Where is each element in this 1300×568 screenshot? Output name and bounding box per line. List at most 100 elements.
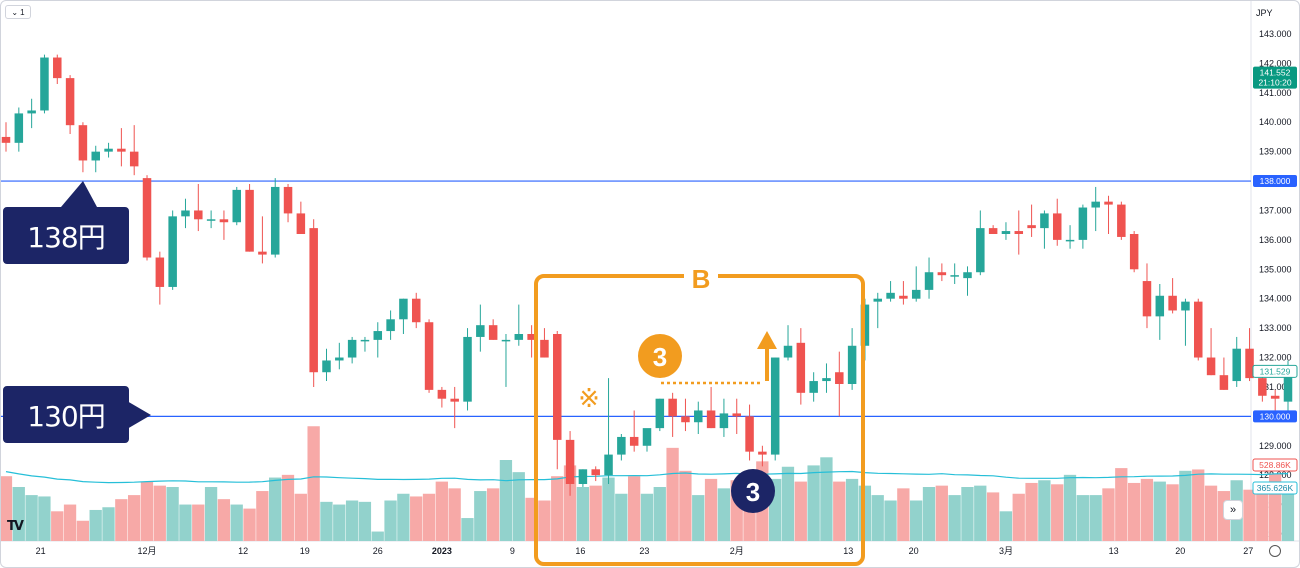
volume-bar bbox=[435, 481, 448, 541]
time-tick-label: 3月 bbox=[999, 546, 1013, 556]
candle-body bbox=[245, 189, 254, 252]
candle-body bbox=[309, 228, 318, 373]
volume-bar bbox=[153, 485, 166, 541]
candle-body bbox=[642, 428, 652, 446]
badge-upper-label: 3 bbox=[653, 342, 667, 372]
volume-bar bbox=[38, 496, 51, 541]
badge-upper-circle bbox=[638, 334, 682, 378]
candle-body bbox=[873, 298, 883, 302]
volume-bar bbox=[538, 500, 551, 541]
candle-body bbox=[424, 322, 434, 390]
candle-body bbox=[219, 219, 229, 223]
candle-body bbox=[976, 228, 985, 273]
price-tick-label: 139.000 bbox=[1259, 147, 1292, 157]
volume-bar bbox=[1076, 495, 1089, 541]
volume-bar bbox=[51, 511, 64, 541]
candle-body bbox=[168, 216, 177, 287]
candle-body bbox=[783, 345, 793, 358]
price-tick-label: 141.000 bbox=[1259, 88, 1292, 98]
volume-bar bbox=[320, 501, 333, 541]
scroll-to-realtime-button[interactable]: » bbox=[1223, 500, 1243, 520]
volume-bar bbox=[679, 470, 692, 541]
candle-body bbox=[514, 334, 524, 340]
candle-body bbox=[27, 110, 36, 114]
candle-body bbox=[553, 334, 562, 440]
volume-bar bbox=[486, 488, 500, 541]
volume-bar bbox=[294, 493, 307, 541]
volume-bar bbox=[63, 504, 77, 541]
candle-body bbox=[399, 298, 408, 320]
callout-138-yen: 138円 bbox=[3, 207, 129, 264]
volume-bar bbox=[371, 531, 384, 541]
volume-bar bbox=[948, 495, 961, 541]
candle-body bbox=[1078, 207, 1088, 240]
candle-body bbox=[142, 178, 152, 258]
candle-body bbox=[129, 151, 139, 167]
candle-body bbox=[1168, 295, 1177, 311]
candle-body bbox=[899, 295, 908, 299]
candle-body bbox=[488, 325, 498, 340]
volume-bar bbox=[1256, 482, 1269, 541]
volume-bar bbox=[974, 485, 987, 541]
candle-body bbox=[796, 342, 806, 393]
candle-body bbox=[1194, 301, 1203, 358]
volume-bar bbox=[1179, 470, 1192, 541]
candle-body bbox=[937, 272, 947, 276]
price-tick-label: 140.000 bbox=[1259, 117, 1292, 127]
volume-bar bbox=[333, 504, 346, 541]
volume-bar bbox=[576, 487, 589, 541]
volume-bar bbox=[1127, 482, 1141, 541]
volume-bar bbox=[12, 487, 25, 541]
volume-bar bbox=[551, 476, 564, 541]
candle-body bbox=[694, 410, 703, 423]
price-badge-138: 138.000 bbox=[1260, 176, 1291, 186]
volume-bar bbox=[563, 465, 577, 541]
candle-body bbox=[911, 289, 921, 299]
volume-bar bbox=[1051, 484, 1064, 541]
volume-bar bbox=[25, 495, 38, 541]
candle-body bbox=[1001, 231, 1011, 234]
time-tick-label: 19 bbox=[300, 546, 310, 556]
volume-bar bbox=[307, 426, 320, 541]
candle-body bbox=[745, 416, 754, 452]
time-tick-label: 2023 bbox=[432, 546, 452, 556]
volume-bar bbox=[1281, 485, 1295, 541]
badge-lower-label: 3 bbox=[746, 477, 760, 507]
volume-ma-label-bg bbox=[1252, 481, 1298, 495]
candle-body bbox=[1283, 372, 1293, 402]
volume-bar bbox=[1012, 493, 1025, 541]
volume-bar bbox=[128, 495, 141, 541]
volume-bar bbox=[397, 493, 410, 541]
volume-bar bbox=[897, 488, 910, 541]
settings-icon[interactable] bbox=[1269, 545, 1281, 557]
candle-body bbox=[732, 413, 741, 417]
candle-body bbox=[437, 389, 447, 399]
volume-bar bbox=[781, 466, 795, 541]
volume-bar bbox=[1038, 480, 1051, 541]
time-tick-label: 12月 bbox=[138, 546, 157, 556]
candle-body bbox=[758, 451, 767, 455]
price-tick-label: 133.000 bbox=[1259, 323, 1292, 333]
candle-body bbox=[988, 228, 998, 234]
volume-bar bbox=[76, 520, 90, 541]
time-tick-label: 12 bbox=[238, 546, 248, 556]
volume-bar bbox=[833, 481, 846, 541]
candle-body bbox=[1027, 225, 1036, 229]
volume-bar bbox=[884, 500, 897, 541]
countdown-label: 21:10:20 bbox=[1258, 78, 1291, 88]
candle-body bbox=[206, 219, 216, 221]
volume-bar bbox=[448, 488, 461, 541]
volume-bar bbox=[871, 495, 884, 541]
interval-selector[interactable]: ⌄ 1 bbox=[5, 5, 31, 19]
candle-body bbox=[886, 292, 895, 299]
candle-body bbox=[104, 148, 113, 152]
volume-bar bbox=[256, 491, 269, 541]
volume-bar bbox=[640, 493, 654, 541]
candle-body bbox=[283, 186, 293, 214]
volume-bar bbox=[910, 500, 923, 541]
candle-body bbox=[65, 78, 75, 126]
current-price-bg bbox=[1253, 66, 1297, 89]
price-tick-label: 137.000 bbox=[1259, 205, 1292, 215]
candle-body bbox=[617, 436, 626, 455]
